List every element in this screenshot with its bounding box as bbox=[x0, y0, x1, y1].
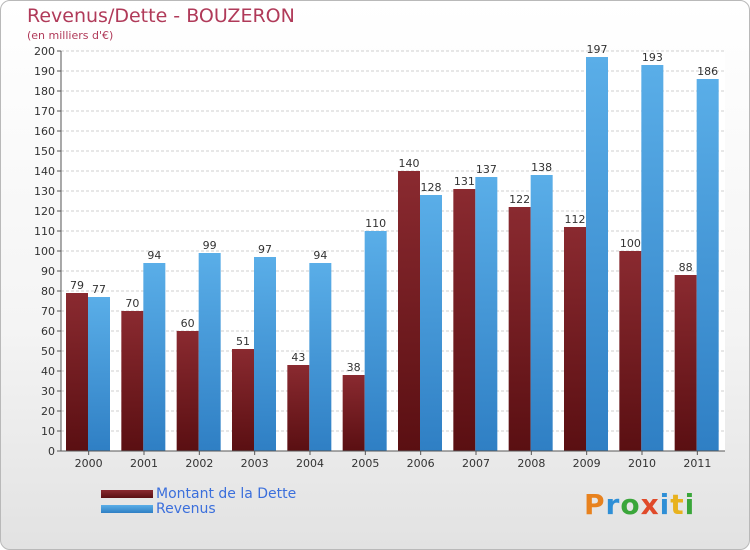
legend-swatch-dette bbox=[101, 490, 153, 498]
y-tick-label: 60 bbox=[41, 325, 55, 338]
x-tick-label: 2000 bbox=[75, 457, 103, 470]
data-label-revenus: 138 bbox=[531, 161, 552, 174]
bar-revenus bbox=[530, 175, 553, 451]
legend-label-revenus: Revenus bbox=[156, 501, 216, 517]
data-label-dette: 100 bbox=[620, 237, 641, 250]
data-label-revenus: 110 bbox=[365, 217, 386, 230]
legend-swatch-revenus bbox=[101, 505, 153, 513]
data-label-revenus: 186 bbox=[697, 65, 718, 78]
bar-dette bbox=[66, 293, 88, 451]
y-tick-label: 130 bbox=[34, 185, 55, 198]
bar-dette bbox=[453, 189, 476, 451]
bar-revenus bbox=[641, 65, 664, 451]
y-tick-label: 100 bbox=[34, 245, 55, 258]
bar-revenus bbox=[143, 263, 166, 451]
y-tick-label: 110 bbox=[34, 225, 55, 238]
y-tick-label: 200 bbox=[34, 45, 55, 58]
bar-dette bbox=[508, 207, 531, 451]
logo-letter: t bbox=[670, 488, 685, 521]
bar-dette bbox=[121, 311, 144, 451]
logo-letter: x bbox=[640, 488, 660, 521]
data-label-dette: 60 bbox=[181, 317, 195, 330]
data-label-revenus: 137 bbox=[476, 163, 497, 176]
y-tick-label: 20 bbox=[41, 405, 55, 418]
logo-letter: o bbox=[620, 488, 641, 521]
y-tick-label: 180 bbox=[34, 85, 55, 98]
x-tick-label: 2005 bbox=[351, 457, 379, 470]
logo-letter: r bbox=[605, 488, 621, 521]
x-tick-label: 2001 bbox=[130, 457, 158, 470]
data-label-dette: 140 bbox=[399, 157, 420, 170]
x-tick-label: 2007 bbox=[462, 457, 490, 470]
y-tick-label: 0 bbox=[48, 445, 55, 458]
y-tick-label: 120 bbox=[34, 205, 55, 218]
x-tick-label: 2004 bbox=[296, 457, 324, 470]
bar-revenus bbox=[309, 263, 332, 451]
data-label-dette: 43 bbox=[291, 351, 305, 364]
bar-dette bbox=[564, 227, 586, 451]
data-label-revenus: 197 bbox=[587, 43, 608, 56]
data-label-dette: 38 bbox=[347, 361, 361, 374]
x-tick-label: 2008 bbox=[517, 457, 545, 470]
bar-revenus bbox=[254, 257, 276, 451]
y-tick-label: 30 bbox=[41, 385, 55, 398]
logo-letter: i bbox=[659, 488, 671, 521]
bar-revenus bbox=[696, 79, 719, 451]
bar-dette bbox=[342, 375, 365, 451]
bar-revenus bbox=[420, 195, 442, 451]
data-label-dette: 88 bbox=[679, 261, 693, 274]
y-tick-label: 90 bbox=[41, 265, 55, 278]
x-tick-label: 2011 bbox=[683, 457, 711, 470]
data-label-revenus: 128 bbox=[421, 181, 442, 194]
data-label-revenus: 94 bbox=[147, 249, 161, 262]
bar-revenus bbox=[586, 57, 608, 451]
x-tick-label: 2009 bbox=[573, 457, 601, 470]
data-label-dette: 79 bbox=[70, 279, 84, 292]
y-tick-label: 170 bbox=[34, 105, 55, 118]
data-label-dette: 131 bbox=[454, 175, 475, 188]
bar-dette bbox=[232, 349, 254, 451]
data-label-dette: 122 bbox=[509, 193, 530, 206]
data-label-revenus: 97 bbox=[258, 243, 272, 256]
y-tick-label: 10 bbox=[41, 425, 55, 438]
x-tick-label: 2003 bbox=[241, 457, 269, 470]
y-tick-label: 140 bbox=[34, 165, 55, 178]
data-label-revenus: 193 bbox=[642, 51, 663, 64]
logo-letter: P bbox=[584, 488, 606, 521]
bar-dette bbox=[398, 171, 420, 451]
bar-dette bbox=[674, 275, 697, 451]
x-tick-label: 2002 bbox=[185, 457, 213, 470]
chart-title: Revenus/Dette - BOUZERON bbox=[27, 5, 295, 27]
y-tick-label: 40 bbox=[41, 365, 55, 378]
data-label-dette: 70 bbox=[125, 297, 139, 310]
x-tick-label: 2006 bbox=[407, 457, 435, 470]
bar-revenus bbox=[198, 253, 221, 451]
y-tick-label: 190 bbox=[34, 65, 55, 78]
logo-letter: i bbox=[684, 488, 696, 521]
bar-revenus bbox=[364, 231, 387, 451]
y-tick-label: 70 bbox=[41, 305, 55, 318]
data-label-dette: 51 bbox=[236, 335, 250, 348]
bar-revenus bbox=[88, 297, 110, 451]
y-tick-label: 160 bbox=[34, 125, 55, 138]
data-label-revenus: 77 bbox=[92, 283, 106, 296]
y-tick-label: 50 bbox=[41, 345, 55, 358]
data-label-revenus: 99 bbox=[203, 239, 217, 252]
y-tick-label: 80 bbox=[41, 285, 55, 298]
bar-dette bbox=[619, 251, 642, 451]
bar-dette bbox=[176, 331, 199, 451]
proxiti-logo: Proxiti bbox=[584, 488, 695, 521]
data-label-revenus: 94 bbox=[313, 249, 327, 262]
data-label-dette: 112 bbox=[565, 213, 586, 226]
y-tick-label: 150 bbox=[34, 145, 55, 158]
bar-revenus bbox=[475, 177, 498, 451]
bar-dette bbox=[287, 365, 310, 451]
chart-subtitle: (en milliers d'€) bbox=[27, 29, 114, 42]
legend-label-dette: Montant de la Dette bbox=[156, 486, 297, 502]
x-tick-label: 2010 bbox=[628, 457, 656, 470]
